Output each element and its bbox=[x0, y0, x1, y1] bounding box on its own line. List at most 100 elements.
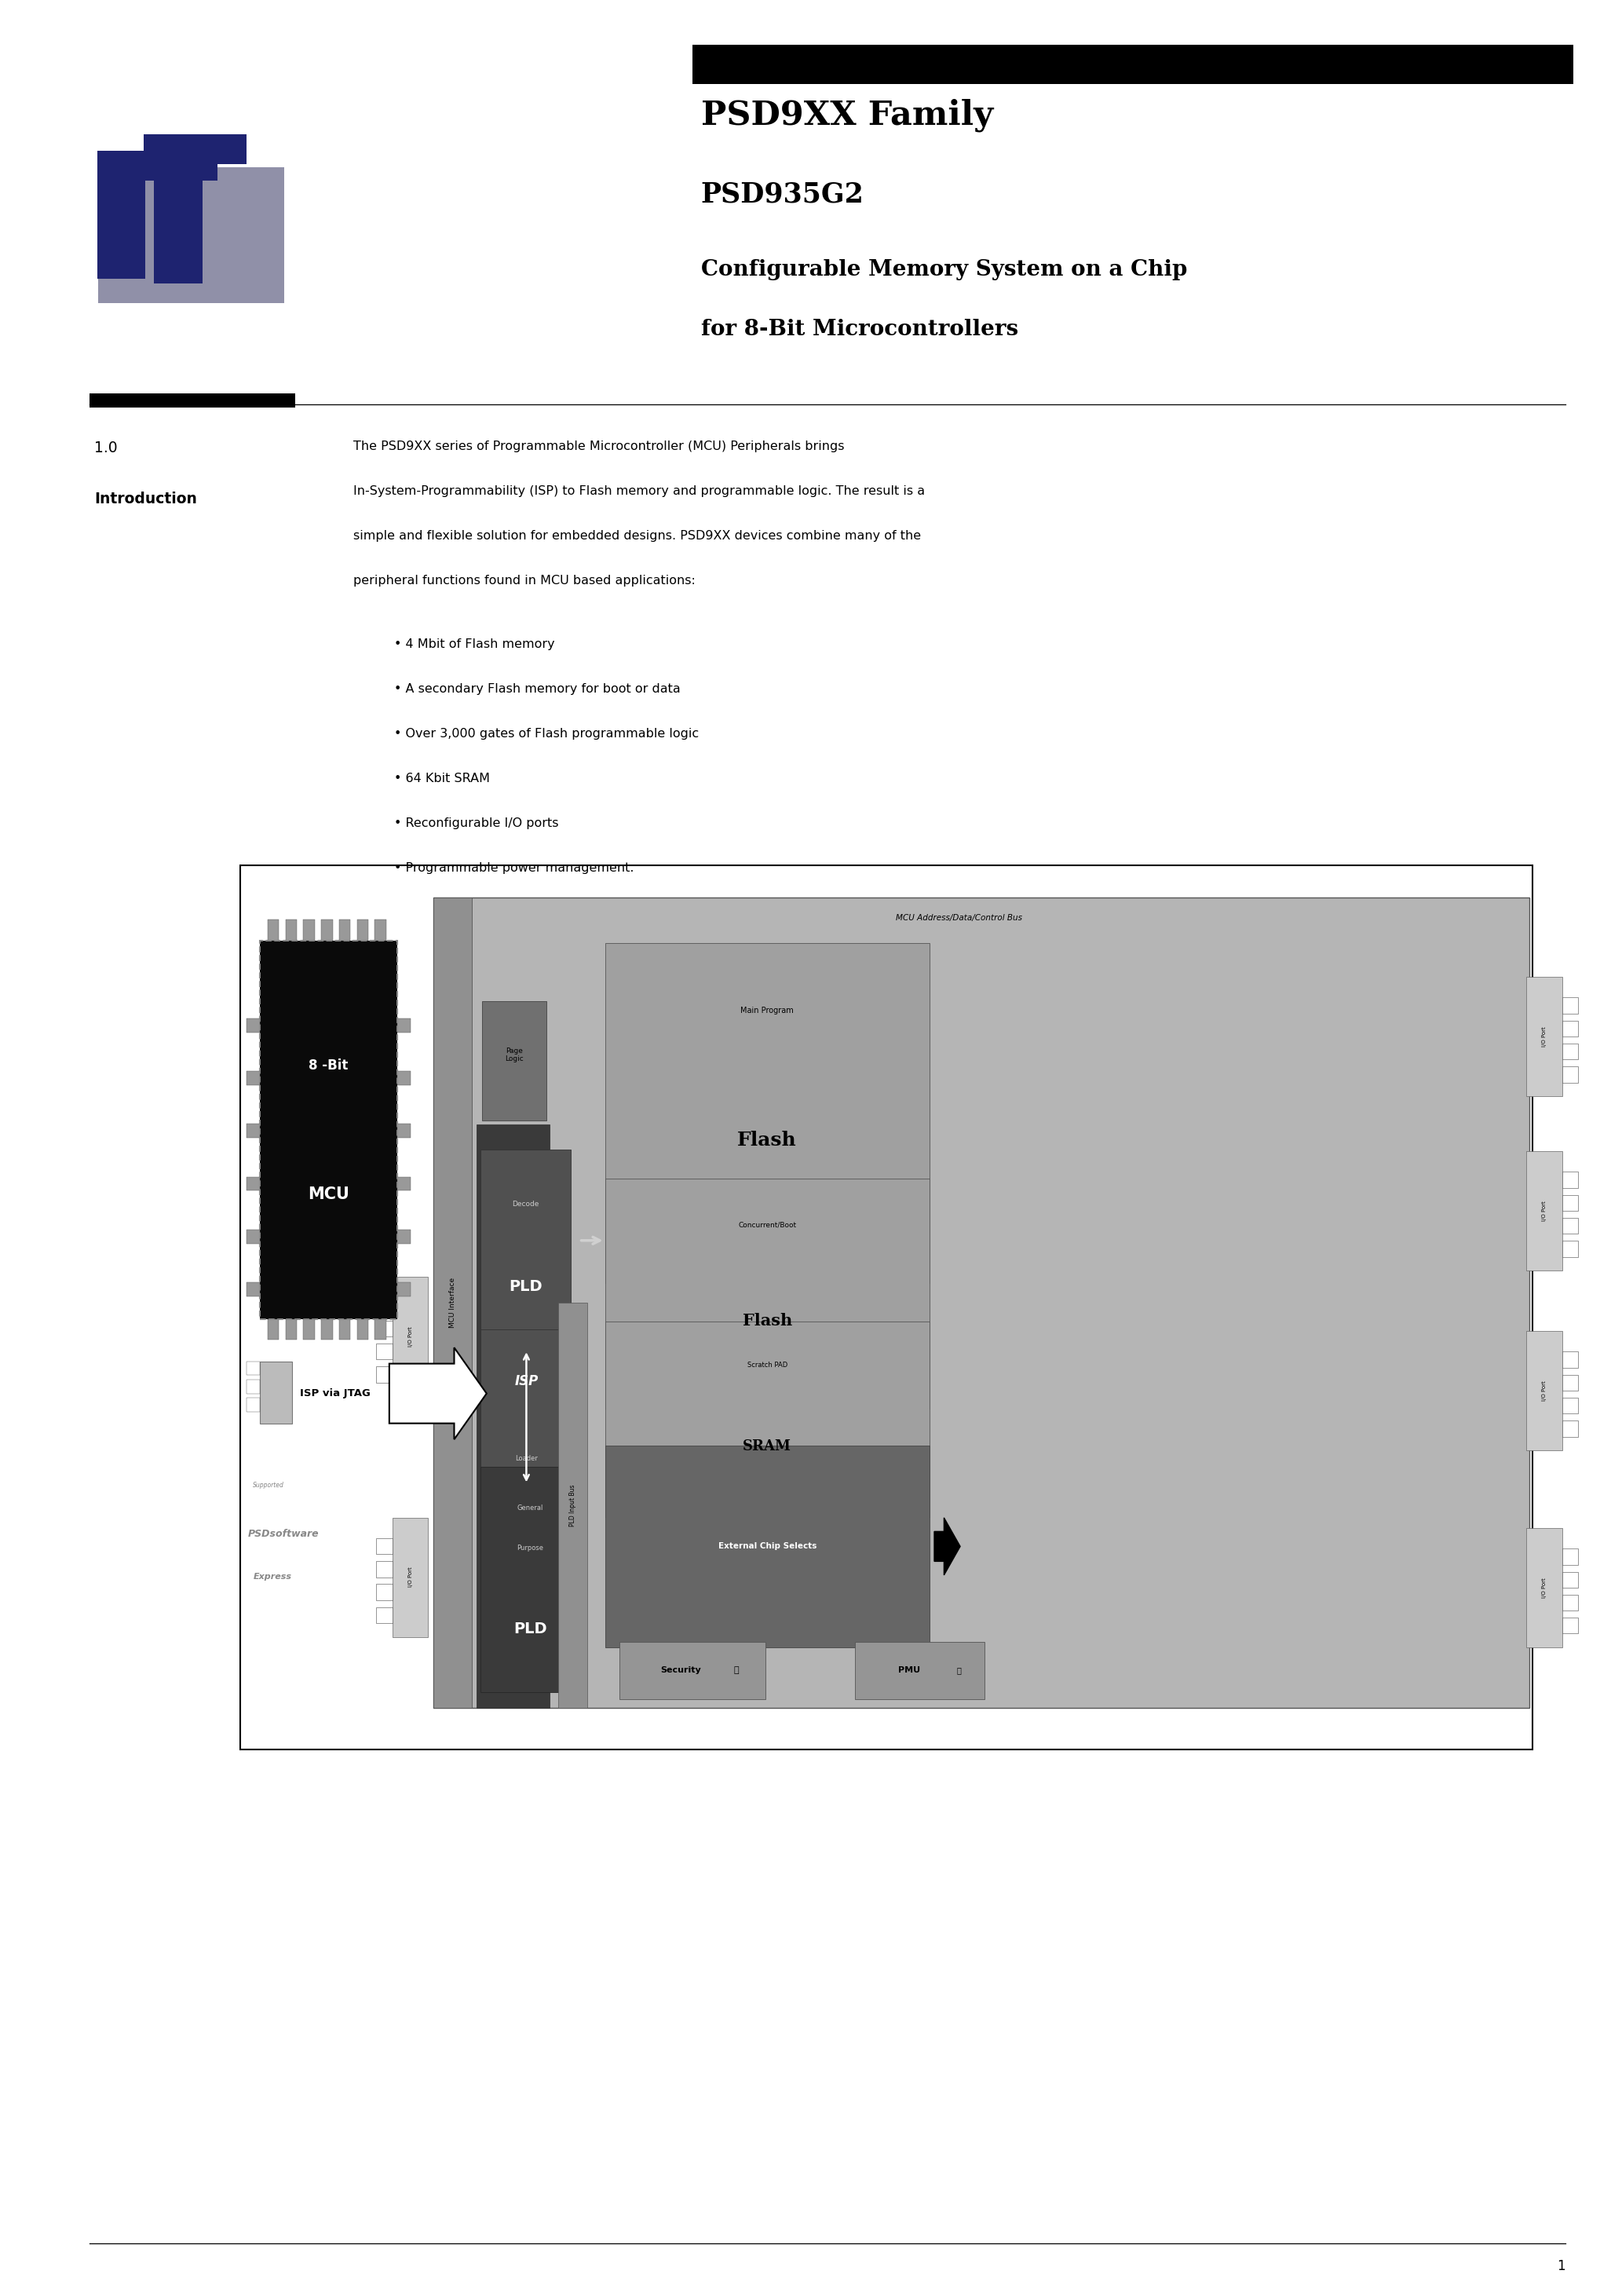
Bar bbox=[247, 1283, 260, 1297]
Bar bbox=[477, 1125, 550, 1708]
Bar bbox=[1526, 1332, 1562, 1451]
Bar bbox=[1526, 1150, 1562, 1270]
Text: The PSD9XX series of Programmable Microcontroller (MCU) Peripherals brings: The PSD9XX series of Programmable Microc… bbox=[354, 441, 845, 452]
Text: Page
Logic: Page Logic bbox=[504, 1047, 524, 1063]
Bar bbox=[558, 1302, 587, 1708]
Bar bbox=[482, 1001, 547, 1120]
FancyArrow shape bbox=[389, 1348, 487, 1440]
Bar bbox=[247, 1362, 260, 1375]
Bar bbox=[1562, 1619, 1578, 1635]
Bar bbox=[397, 1072, 410, 1086]
Text: 🚨: 🚨 bbox=[957, 1667, 960, 1674]
Text: Security: Security bbox=[660, 1667, 701, 1674]
Text: • Reconfigurable I/O ports: • Reconfigurable I/O ports bbox=[394, 817, 558, 829]
Bar bbox=[397, 1178, 410, 1192]
Bar bbox=[480, 1467, 581, 1692]
Text: External Chip Selects: External Chip Selects bbox=[719, 1543, 816, 1550]
Bar bbox=[1562, 1065, 1578, 1081]
Bar bbox=[285, 1320, 297, 1341]
Bar bbox=[397, 1125, 410, 1139]
Text: PMU: PMU bbox=[899, 1667, 920, 1674]
Bar bbox=[1562, 1194, 1578, 1210]
Text: PSD935G2: PSD935G2 bbox=[701, 181, 865, 209]
Text: 1.0: 1.0 bbox=[94, 441, 117, 455]
Bar bbox=[89, 395, 295, 406]
Bar bbox=[397, 1283, 410, 1297]
Text: Configurable Memory System on a Chip: Configurable Memory System on a Chip bbox=[701, 259, 1187, 280]
Text: PLD Input Bus: PLD Input Bus bbox=[569, 1486, 576, 1527]
Bar bbox=[375, 921, 386, 941]
Bar bbox=[268, 1320, 279, 1341]
Bar bbox=[376, 1584, 393, 1600]
Text: In-System-Programmability (ISP) to Flash memory and programmable logic. The resu: In-System-Programmability (ISP) to Flash… bbox=[354, 487, 925, 498]
Bar bbox=[303, 921, 315, 941]
Bar bbox=[247, 1178, 260, 1192]
Bar bbox=[393, 1277, 428, 1396]
Bar bbox=[260, 941, 397, 1320]
Text: Supported: Supported bbox=[253, 1481, 284, 1488]
Bar bbox=[247, 1398, 260, 1412]
Bar bbox=[397, 1019, 410, 1033]
Text: peripheral functions found in MCU based applications:: peripheral functions found in MCU based … bbox=[354, 576, 696, 588]
Bar bbox=[1526, 976, 1562, 1095]
Bar bbox=[1562, 1217, 1578, 1233]
Bar bbox=[480, 1329, 573, 1502]
Text: • 64 Kbit SRAM: • 64 Kbit SRAM bbox=[394, 771, 490, 785]
Bar bbox=[247, 1072, 260, 1086]
Text: PLD: PLD bbox=[509, 1279, 542, 1295]
Text: I/O Port: I/O Port bbox=[1543, 1380, 1546, 1401]
Bar bbox=[376, 1366, 393, 1382]
Text: Loader: Loader bbox=[516, 1456, 537, 1463]
Bar bbox=[480, 1150, 571, 1352]
Text: simple and flexible solution for embedded designs. PSD9XX devices combine many o: simple and flexible solution for embedde… bbox=[354, 530, 921, 542]
Bar bbox=[1562, 996, 1578, 1013]
Bar bbox=[321, 921, 333, 941]
Bar bbox=[1562, 1375, 1578, 1391]
Bar bbox=[376, 1320, 393, 1336]
Bar bbox=[1562, 1019, 1578, 1035]
Polygon shape bbox=[154, 165, 203, 282]
Text: for 8-Bit Microcontrollers: for 8-Bit Microcontrollers bbox=[701, 319, 1019, 340]
Bar bbox=[321, 1320, 333, 1341]
Text: I/O Port: I/O Port bbox=[409, 1327, 412, 1345]
Bar bbox=[433, 898, 1530, 1708]
FancyArrow shape bbox=[934, 1518, 960, 1575]
Bar bbox=[620, 1642, 766, 1699]
Bar bbox=[1562, 1573, 1578, 1589]
Text: Main Program: Main Program bbox=[741, 1008, 793, 1015]
Text: MCU Interface: MCU Interface bbox=[449, 1279, 456, 1327]
Text: SRAM: SRAM bbox=[743, 1440, 792, 1453]
Bar bbox=[357, 1320, 368, 1341]
Text: Express: Express bbox=[253, 1573, 292, 1580]
Bar bbox=[1562, 1596, 1578, 1612]
Text: • 4 Mbit of Flash memory: • 4 Mbit of Flash memory bbox=[394, 638, 555, 650]
Text: PLD: PLD bbox=[514, 1621, 547, 1637]
Text: • Over 3,000 gates of Flash programmable logic: • Over 3,000 gates of Flash programmable… bbox=[394, 728, 699, 739]
Text: PSD9XX Family: PSD9XX Family bbox=[701, 99, 993, 133]
Bar bbox=[605, 1178, 929, 1407]
Bar bbox=[375, 1320, 386, 1341]
Bar bbox=[339, 921, 350, 941]
Text: 8 -Bit: 8 -Bit bbox=[308, 1058, 349, 1072]
Bar bbox=[247, 1231, 260, 1244]
Bar bbox=[376, 1343, 393, 1359]
Bar bbox=[339, 1320, 350, 1341]
Bar bbox=[605, 944, 929, 1283]
Text: Flash: Flash bbox=[738, 1130, 796, 1150]
Bar bbox=[693, 46, 1573, 85]
Bar bbox=[268, 921, 279, 941]
Bar bbox=[240, 866, 1533, 1750]
Bar bbox=[605, 1322, 929, 1518]
Text: MCU Address/Data/Control Bus: MCU Address/Data/Control Bus bbox=[897, 914, 1022, 921]
Bar bbox=[433, 898, 472, 1708]
Bar bbox=[376, 1297, 393, 1313]
Text: Concurrent/Boot: Concurrent/Boot bbox=[738, 1221, 796, 1228]
Bar bbox=[1562, 1240, 1578, 1256]
Text: Purpose: Purpose bbox=[517, 1545, 543, 1552]
Bar bbox=[376, 1538, 393, 1554]
Bar bbox=[1562, 1398, 1578, 1414]
Bar bbox=[357, 921, 368, 941]
Bar bbox=[1562, 1352, 1578, 1368]
Text: MCU: MCU bbox=[308, 1187, 349, 1203]
Bar bbox=[605, 1446, 929, 1649]
